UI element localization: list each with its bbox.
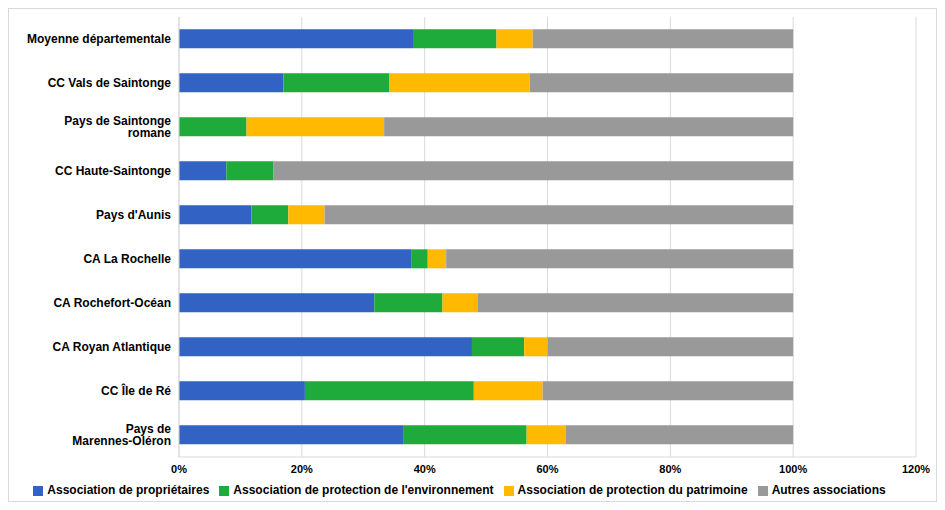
svg-text:40%: 40% xyxy=(414,463,436,475)
svg-text:0%: 0% xyxy=(171,463,187,475)
html-text:Autres associations: Autres associations xyxy=(771,483,886,497)
svg-text:20%: 20% xyxy=(291,463,313,475)
svg-text:Pays deMarennes-Oléron: Pays deMarennes-Oléron xyxy=(72,422,171,448)
svg-text:CC Haute-Saintonge: CC Haute-Saintonge xyxy=(55,164,171,178)
svg-text:120%: 120% xyxy=(902,463,930,475)
svg-text:80%: 80% xyxy=(659,463,681,475)
svg-text:60%: 60% xyxy=(536,463,558,475)
html-text:Association de propriétaires: Association de propriétaires xyxy=(47,483,210,497)
svg-text:Pays d'Aunis: Pays d'Aunis xyxy=(96,208,171,222)
svg-text:Moyenne départementale: Moyenne départementale xyxy=(27,32,171,46)
svg-text:CC Île de Ré: CC Île de Ré xyxy=(101,383,171,398)
html-text:Association de protection du p: Association de protection du patrimoine xyxy=(517,483,748,497)
svg-text:CA Royan Atlantique: CA Royan Atlantique xyxy=(53,340,172,354)
svg-text:100%: 100% xyxy=(779,463,807,475)
svg-text:CA Rochefort-Océan: CA Rochefort-Océan xyxy=(53,296,171,310)
html-text:Association de protection de l: Association de protection de l'environne… xyxy=(233,483,494,497)
svg-text:CA La Rochelle: CA La Rochelle xyxy=(83,252,171,266)
svg-text:CC Vals de Saintonge: CC Vals de Saintonge xyxy=(48,76,172,90)
svg-text:Pays de Saintongeromane: Pays de Saintongeromane xyxy=(64,114,171,140)
